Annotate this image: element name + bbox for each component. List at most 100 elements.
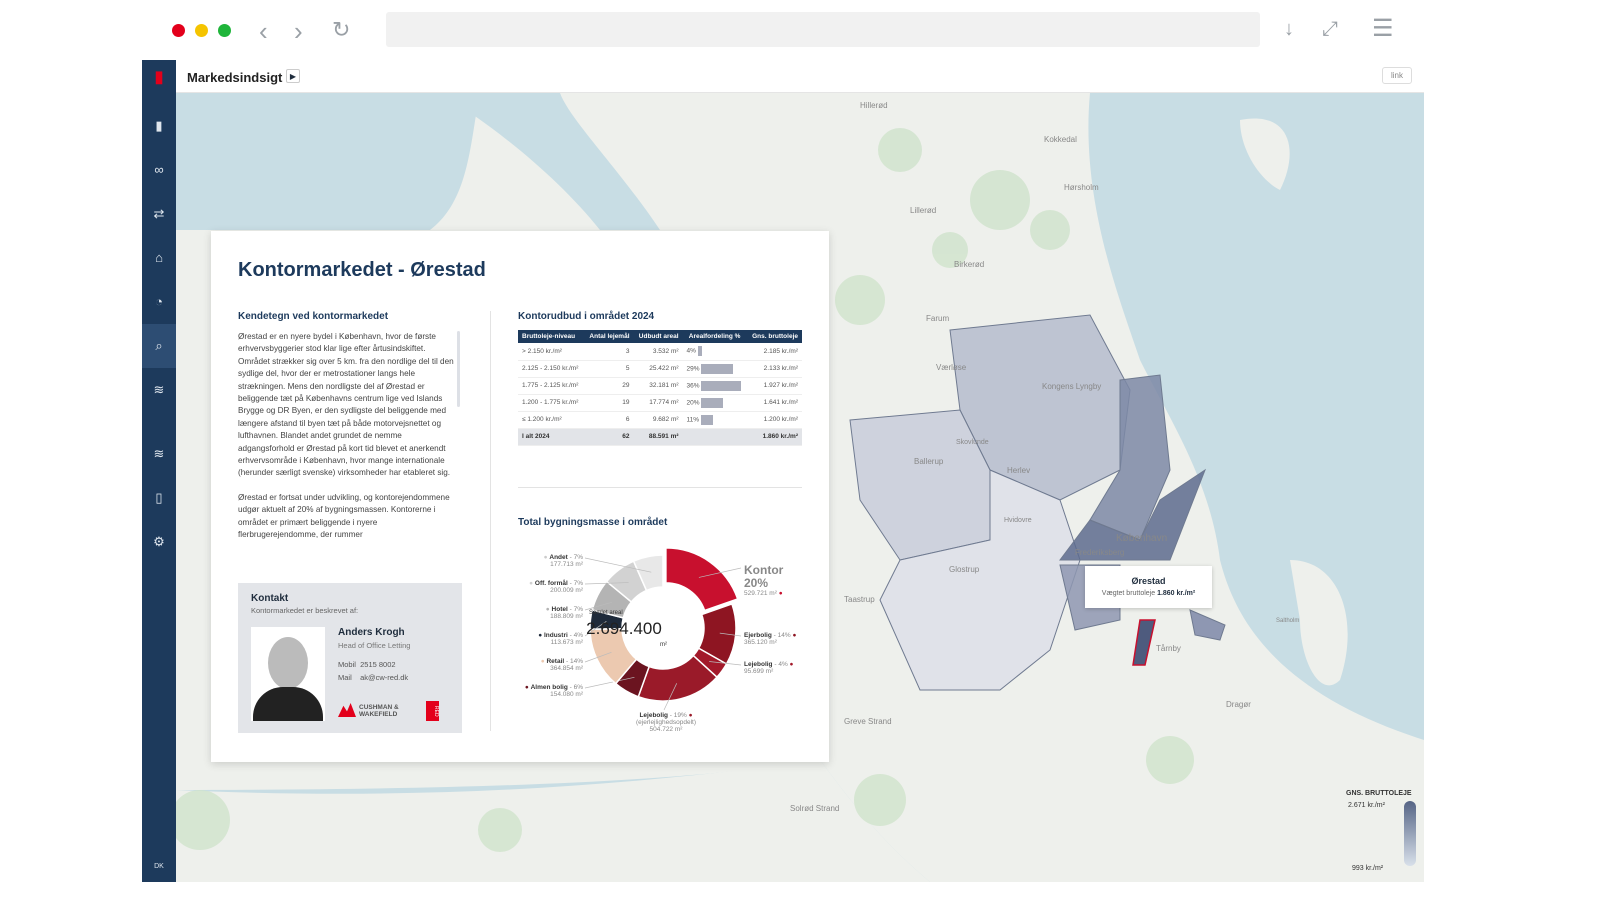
legend-gradient [1404, 801, 1416, 866]
cell-rent: 1.860 kr./m² [746, 428, 802, 446]
reload-icon[interactable]: ↻ [332, 17, 351, 42]
cell-level: 1.775 - 2.125 kr./m² [518, 377, 585, 395]
leader-line [584, 676, 635, 689]
cw-logo: CUSHMAN & WAKEFIELD [359, 704, 399, 718]
table-heading: Kontorudbud i området 2024 [518, 311, 655, 322]
map-label: København [1116, 533, 1168, 544]
table-total-row: I alt 2024 62 88.591 m² 1.860 kr./m² [518, 428, 802, 446]
cell-pct: 36% [682, 377, 747, 395]
col-header: Arealfordeling % [682, 330, 747, 343]
leader-line [709, 661, 742, 666]
maximize-window-button[interactable] [218, 24, 231, 37]
contact-role: Head of Office Letting [338, 641, 411, 650]
pct-bar [701, 363, 734, 374]
contact-name: Anders Krogh [338, 627, 405, 638]
market-card: Kontormarkedet - Ørestad Kendetegn ved k… [211, 231, 829, 762]
fullscreen-icon[interactable]: ⤢ [1322, 18, 1338, 40]
map-label: Birkerød [954, 260, 985, 269]
contact-photo [251, 627, 325, 721]
cell-pct: 11% [682, 411, 747, 429]
cell-level: 2.125 - 2.150 kr./m² [518, 360, 585, 378]
document-icon[interactable]: ▯ [155, 490, 163, 505]
back-icon[interactable]: ‹ [259, 16, 268, 46]
book-icon[interactable]: ▮ [155, 118, 163, 133]
divider [518, 487, 802, 488]
donut-label: ● Industri - 4% 113.673 m² [538, 632, 583, 646]
language-button[interactable]: DK [154, 863, 164, 870]
app-logo[interactable]: ▮ [154, 69, 164, 86]
map-label: Tårnby [1156, 644, 1181, 653]
tooltip-label: Vægtet bruttoleje [1101, 590, 1156, 597]
cell-rent: 1.200 kr./m² [746, 411, 802, 429]
supply-table: Bruttoleje-niveau Antal lejemål Udbudt a… [518, 330, 802, 446]
cell-count: 29 [584, 377, 634, 395]
map-label: Værløse [936, 363, 967, 372]
map-label: Kokkedal [1044, 135, 1077, 144]
address-bar[interactable] [386, 12, 1260, 47]
browser-chrome: ‹ › ↻ ↓ ⤢ ☰ [0, 0, 1600, 60]
menu-icon[interactable]: ☰ [1372, 15, 1394, 42]
mail-label: Mail [338, 673, 352, 682]
description-text[interactable]: Ørestad er en nyere bydel i København, h… [238, 331, 456, 551]
donut-label: Lejebolig - 19% ● (ejerlejlighedsopdelt) 5… [636, 712, 696, 733]
page-title: Markedsindsigt [187, 70, 283, 85]
link-button[interactable]: link [1381, 67, 1412, 84]
leader-line [719, 632, 742, 637]
donut-label: Ejerbolig - 14% ● 365.120 m² [744, 632, 797, 646]
map-label: Greve Strand [844, 717, 892, 726]
cell-area: 25.422 m² [633, 360, 683, 378]
leader-line [663, 683, 678, 711]
settings-icon[interactable]: ⚙ [153, 534, 165, 549]
cell-rent: 2.133 kr./m² [746, 360, 802, 378]
map-label: Solrød Strand [790, 804, 840, 813]
map-label: Farum [926, 314, 950, 323]
cell-area: 3.532 m² [633, 343, 683, 361]
divider [490, 311, 491, 731]
layers-icon[interactable]: ≋ [153, 382, 165, 397]
forward-icon[interactable]: › [294, 16, 303, 46]
layers2-icon[interactable]: ≋ [153, 446, 165, 461]
col-header: Gns. bruttoleje [746, 330, 802, 343]
table-row: 1.200 - 1.775 kr./m² 19 17.774 m² 20% 1.… [518, 394, 802, 412]
download-icon[interactable]: ↓ [1284, 18, 1294, 40]
close-window-button[interactable] [172, 24, 185, 37]
cell-rent: 1.641 kr./m² [746, 394, 802, 412]
table-row: > 2.150 kr./m² 3 3.532 m² 4% 2.185 kr./m… [518, 343, 802, 361]
donut-slice[interactable] [632, 554, 664, 592]
donut-slice[interactable] [665, 547, 739, 612]
binoculars-icon[interactable]: ∞ [154, 162, 164, 177]
table-row: ≤ 1.200 kr./m² 6 9.682 m² 11% 1.200 kr./… [518, 411, 802, 429]
table-row: 2.125 - 2.150 kr./m² 5 25.422 m² 29% 2.1… [518, 360, 802, 378]
col-header: Bruttoleje-niveau [518, 330, 585, 343]
leader-line [584, 651, 612, 663]
donut-chart [584, 547, 742, 711]
cell-count: 19 [584, 394, 634, 412]
mail-link[interactable]: ak@cw-red.dk [360, 673, 409, 682]
search-icon[interactable]: ⌕ [142, 324, 176, 368]
legend-min: 993 kr./m² [1352, 865, 1384, 872]
scrollbar[interactable] [457, 331, 460, 407]
tooltip-value: 1.860 kr./m² [1157, 590, 1196, 597]
map-label: Ballerup [914, 457, 944, 466]
map-label: Hørsholm [1064, 183, 1099, 192]
minimize-window-button[interactable] [195, 24, 208, 37]
map-label: Taastrup [844, 595, 875, 604]
legend-title: GNS. BRUTTOLEJE [1346, 790, 1412, 797]
play-icon[interactable]: ▶ [286, 69, 300, 83]
chart-icon[interactable]: ◔ [155, 294, 163, 309]
home-icon[interactable]: ⌂ [155, 250, 163, 265]
pct-label: 20% [686, 399, 700, 407]
cell-count: 6 [584, 411, 634, 429]
donut-center-label: Samlet areal [589, 610, 623, 616]
legend-max: 2.671 kr./m² [1348, 802, 1385, 809]
map-label: Skovlunde [956, 439, 989, 446]
cell-count: 62 [584, 428, 634, 446]
red-logo: RED [426, 701, 439, 721]
cell-area: 9.682 m² [633, 411, 683, 429]
transfer-icon[interactable]: ⇄ [153, 206, 165, 221]
col-header: Antal lejemål [584, 330, 634, 343]
map-label: Frederiksberg [1075, 548, 1125, 557]
mobile-number[interactable]: 2515 8002 [360, 660, 396, 669]
donut-label: ● Off. formål - 7% 200.009 m² [529, 580, 583, 594]
header: Markedsindsigt ▶ link [176, 60, 1424, 93]
